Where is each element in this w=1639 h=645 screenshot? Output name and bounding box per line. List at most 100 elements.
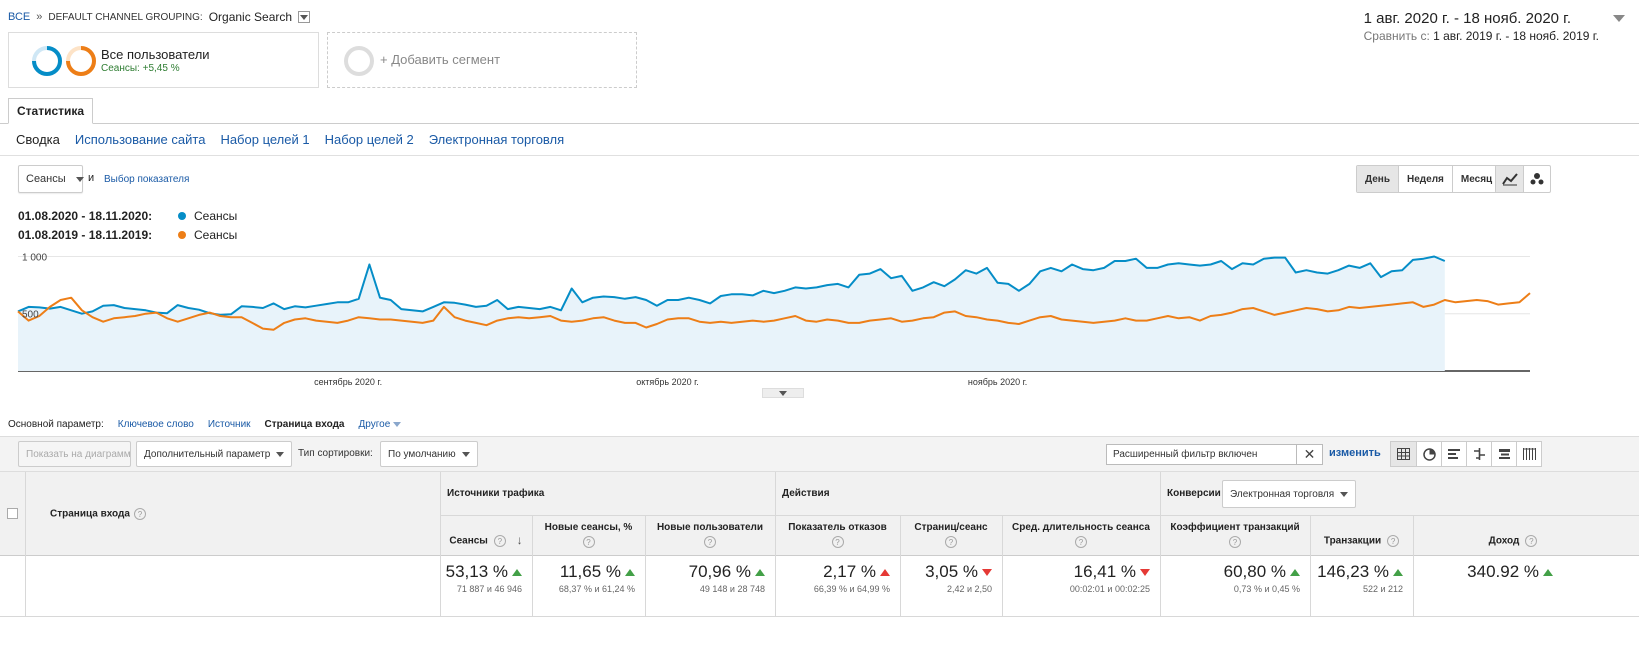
col-new-sessions-pct[interactable]: Новые сеансы, %? bbox=[532, 518, 645, 556]
dimension-other[interactable]: Другое bbox=[358, 419, 402, 430]
series-1-line bbox=[17, 292, 1531, 331]
compare-range: 1 авг. 2019 г. - 18 нояб. 2019 г. bbox=[1433, 29, 1599, 43]
chart-collapse-handle[interactable] bbox=[762, 388, 804, 398]
total-avg-session-duration-pct: 16,41 % bbox=[1073, 562, 1136, 581]
date-range-picker[interactable]: 1 авг. 2020 г. - 18 нояб. 2020 г. Сравни… bbox=[1364, 10, 1599, 43]
period-month-button[interactable]: Месяц bbox=[1451, 166, 1501, 192]
total-sessions-pct: 53,13 % bbox=[445, 562, 508, 581]
dimension-landing-page[interactable]: Страница входа bbox=[264, 419, 345, 430]
arrow-up-icon bbox=[755, 568, 765, 576]
arrow-up-icon bbox=[1543, 568, 1553, 576]
help-icon[interactable]: ? bbox=[133, 508, 146, 520]
col-pages-per-session[interactable]: Страниц/сеанс? bbox=[900, 518, 1002, 556]
help-icon[interactable]: ? bbox=[831, 536, 844, 548]
comparison-icon bbox=[1473, 448, 1485, 460]
metric-select[interactable]: Сеансы bbox=[18, 165, 84, 193]
x-tick-label-1: октябрь 2020 г. bbox=[636, 377, 699, 387]
view-bar-button[interactable] bbox=[1441, 442, 1466, 466]
total-new-sessions-values: 68,37 % и 61,24 % bbox=[558, 584, 635, 594]
help-icon[interactable]: ? bbox=[704, 536, 716, 548]
subtab-goal-set-1[interactable]: Набор целей 1 bbox=[220, 132, 310, 147]
chart-series bbox=[17, 255, 1531, 371]
dimension-source[interactable]: Источник bbox=[207, 419, 251, 430]
secondary-dimension-label: Дополнительный параметр bbox=[144, 448, 271, 460]
line-chart-mode-button[interactable] bbox=[1496, 166, 1523, 192]
breadcrumb-separator: » bbox=[36, 11, 43, 23]
view-compare-button[interactable] bbox=[1466, 442, 1491, 466]
group-actions: Действия bbox=[782, 488, 830, 499]
help-icon[interactable]: ? bbox=[1387, 535, 1400, 547]
dimension-keyword[interactable]: Ключевое слово bbox=[117, 419, 194, 430]
col-bounce-rate[interactable]: Показатель отказов? bbox=[775, 518, 900, 556]
sessions-line-chart[interactable]: 1 000 500 сентябрь 2020 г. октябрь 2020 г. н… bbox=[0, 245, 1639, 390]
col-sessions-label: Сеансы bbox=[449, 535, 488, 547]
grid-icon bbox=[1397, 448, 1410, 460]
segment-rings-icon bbox=[32, 46, 96, 76]
view-table-button[interactable] bbox=[1391, 442, 1416, 466]
chart-mode-toggle bbox=[1495, 165, 1551, 193]
filter-edit-link[interactable]: изменить bbox=[1329, 447, 1381, 459]
col-new-users[interactable]: Новые пользователи? bbox=[645, 518, 775, 556]
total-new-users-values: 49 148 и 28 748 bbox=[699, 584, 765, 594]
bar-chart-icon bbox=[1447, 449, 1460, 459]
help-icon[interactable]: ? bbox=[945, 536, 957, 548]
col-avg-session-duration[interactable]: Сред. длительность сеанса? bbox=[1002, 518, 1160, 556]
help-icon[interactable]: ? bbox=[493, 535, 506, 547]
col-avg-session-duration-label: Сред. длительность сеанса bbox=[1012, 522, 1150, 533]
subtab-summary[interactable]: Сводка bbox=[16, 132, 60, 147]
legend-current: 01.08.2020 - 18.11.2020: Сеансы bbox=[18, 209, 237, 223]
period-week-button[interactable]: Неделя bbox=[1398, 166, 1452, 192]
col-transactions[interactable]: Транзакции? bbox=[1310, 518, 1413, 556]
breadcrumb-dimension: DEFAULT CHANNEL GROUPING: bbox=[48, 11, 203, 23]
breadcrumb-dropdown[interactable] bbox=[298, 11, 311, 23]
sort-type-value: По умолчанию bbox=[388, 448, 456, 460]
date-range-toggle[interactable] bbox=[1613, 15, 1625, 40]
add-segment-label: + Добавить сегмент bbox=[380, 52, 501, 67]
total-sessions-values: 71 887 и 46 946 bbox=[456, 584, 522, 594]
conversions-select[interactable]: Электронная торговля bbox=[1222, 480, 1356, 508]
choose-metric-link[interactable]: Выбор показателя bbox=[104, 174, 190, 185]
view-pivot-button[interactable] bbox=[1516, 442, 1541, 466]
period-day-button[interactable]: День bbox=[1357, 166, 1398, 192]
compare-label: Сравнить с: bbox=[1363, 29, 1430, 43]
col-transaction-rate[interactable]: Коэффициент транзакций? bbox=[1160, 518, 1310, 556]
help-icon[interactable]: ? bbox=[1075, 536, 1087, 548]
term-cloud-icon bbox=[1498, 449, 1510, 459]
select-all-checkbox[interactable] bbox=[7, 508, 18, 519]
total-pages-per-session-values: 2,42 и 2,50 bbox=[946, 584, 992, 594]
tab-statistics[interactable]: Статистика bbox=[8, 98, 94, 124]
chevron-down-icon bbox=[1613, 15, 1625, 39]
show-on-chart-button[interactable]: Показать на диаграмме bbox=[18, 441, 131, 467]
subtab-ecommerce[interactable]: Электронная торговля bbox=[428, 132, 565, 147]
dimension-column-header[interactable]: Страница входа? bbox=[50, 508, 146, 520]
subtab-site-usage[interactable]: Использование сайта bbox=[74, 132, 206, 147]
y-tick-label-1: 500 bbox=[22, 310, 39, 321]
total-transaction-rate: 60,80 % 0,73 % и 0,45 % bbox=[1160, 556, 1310, 616]
group-traffic-sources: Источники трафика bbox=[447, 488, 545, 499]
subtab-goal-set-2[interactable]: Набор целей 2 bbox=[324, 132, 414, 147]
secondary-dimension-select[interactable]: Дополнительный параметр bbox=[136, 441, 292, 467]
sort-type-select[interactable]: По умолчанию bbox=[380, 441, 478, 467]
col-revenue[interactable]: Доход? bbox=[1413, 518, 1613, 556]
date-range-main[interactable]: 1 авг. 2020 г. - 18 нояб. 2020 г. bbox=[1363, 10, 1571, 27]
add-segment-button[interactable]: + Добавить сегмент bbox=[327, 32, 637, 88]
col-sessions[interactable]: Сеансы? ↓ bbox=[440, 518, 532, 556]
motion-chart-mode-button[interactable] bbox=[1523, 166, 1550, 192]
view-pie-button[interactable] bbox=[1416, 442, 1441, 466]
advanced-filter-field[interactable]: Расширенный фильтр включен bbox=[1106, 444, 1323, 465]
primary-dimension-bar: Основной параметр: Ключевое слово Источн… bbox=[8, 419, 402, 430]
help-icon[interactable]: ? bbox=[1229, 536, 1241, 548]
pivot-icon bbox=[1522, 448, 1536, 460]
primary-dimension-label: Основной параметр: bbox=[8, 419, 104, 430]
segment-delta: Сеансы: +5,45 % bbox=[101, 63, 180, 74]
help-icon[interactable]: ? bbox=[1525, 535, 1538, 547]
filter-clear-button[interactable]: ✕ bbox=[1296, 444, 1323, 465]
breadcrumb-root-link[interactable]: ВСЕ bbox=[8, 11, 31, 23]
total-transaction-rate-pct: 60,80 % bbox=[1223, 562, 1286, 581]
breadcrumb-value: Organic Search bbox=[208, 10, 293, 24]
segment-all-users[interactable]: Все пользователи Сеансы: +5,45 % bbox=[8, 32, 319, 88]
help-icon[interactable]: ? bbox=[582, 536, 595, 548]
sort-arrow-down-icon[interactable]: ↓ bbox=[516, 532, 523, 547]
dimension-other-label: Другое bbox=[358, 419, 391, 430]
view-term-cloud-button[interactable] bbox=[1491, 442, 1516, 466]
